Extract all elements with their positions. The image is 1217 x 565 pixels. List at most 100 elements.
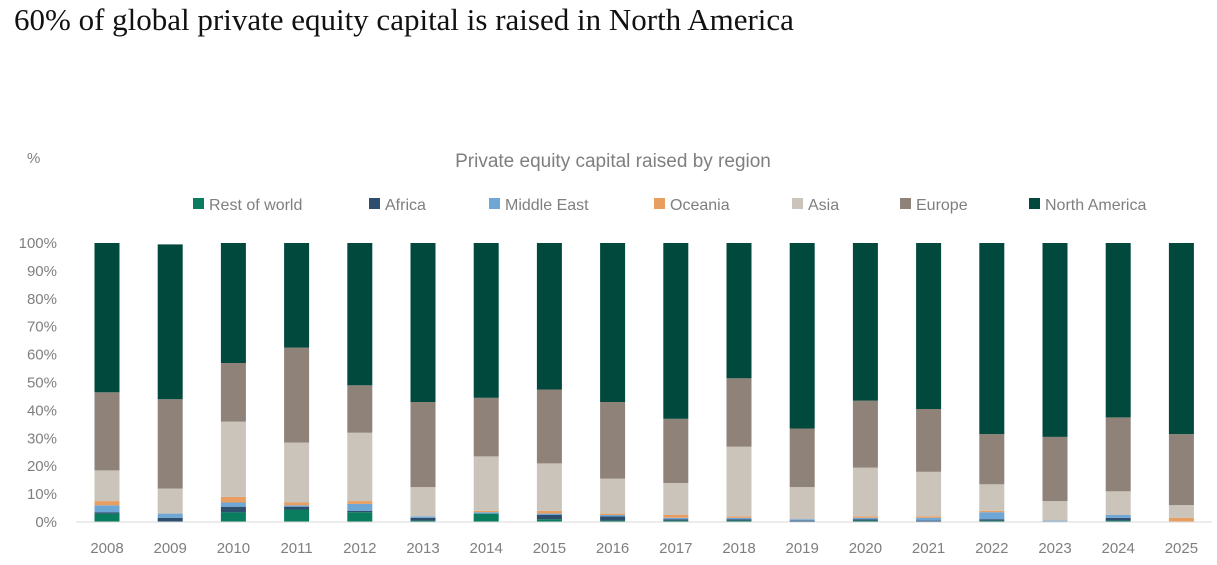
bar-segment-2014-3 [473,510,499,513]
bar-segment-2008-6 [94,243,120,393]
bar-segment-2013-0 [410,520,436,522]
bar-segment-2008-5 [94,392,120,471]
bar-segment-2024-1 [1105,517,1131,521]
bar-segment-2013-1 [410,517,436,521]
legend-swatch-2 [489,198,500,209]
bar-segment-2009-1 [157,517,183,522]
bar-segment-2018-2 [726,517,752,520]
bar-segment-2017-3 [663,515,689,518]
bar-segment-2018-5 [726,378,752,447]
bar-segment-2022-6 [979,243,1005,435]
bar-segment-2020-3 [852,516,878,518]
x-tick-label: 2018 [722,540,755,557]
legend-label-5: Europe [916,197,968,214]
chart-legend: Rest of world Africa Middle East Oceania Asi… [193,197,1146,214]
bar-segment-2012-2 [347,503,373,511]
bar-segment-2012-0 [347,512,373,522]
x-tick-label: 2010 [217,540,250,557]
bar-segment-2014-6 [473,243,499,398]
bar-segment-2016-4 [600,478,626,514]
bar-segment-2020-4 [852,467,878,517]
bar-segment-2012-4 [347,432,373,502]
x-tick-label: 2023 [1038,540,1071,557]
bar-segment-2021-6 [916,243,942,409]
bar-segment-2008-3 [94,501,120,506]
bar-segment-2011-1 [284,506,310,510]
bar-segment-2017-1 [663,519,689,521]
y-axis: 0% 10% 20% 30% 40% 50% 60% 70% 80% 90% 100% [19,235,57,531]
x-tick-label: 2013 [406,540,439,557]
legend-label-1: Africa [385,197,426,214]
bar-segment-2016-5 [600,402,626,479]
legend-swatch-3 [654,198,665,209]
bar-segment-2014-5 [473,397,499,457]
legend-swatch-0 [193,198,204,209]
bar-segment-2015-3 [536,510,562,514]
x-tick-label: 2017 [659,540,692,557]
bar-segment-2012-1 [347,510,373,513]
bar-segment-2017-2 [663,517,689,520]
bar-segment-2008-0 [94,513,120,522]
legend-label-4: Asia [808,197,839,214]
bar-segment-2011-5 [284,347,310,443]
bar-segment-2017-4 [663,482,689,515]
bar-segment-2014-0 [473,513,499,522]
legend-label-6: North America [1045,197,1146,214]
bar-segment-2017-0 [663,520,689,522]
bar-segment-2025-5 [1168,434,1194,506]
bar-segment-2015-0 [536,519,562,522]
bar-segment-2013-2 [410,516,436,518]
bar-segment-2025-4 [1168,505,1194,518]
bar-segment-2016-6 [600,243,626,402]
bar-segment-2016-1 [600,516,626,521]
bar-segment-2011-0 [284,509,310,522]
bar-segment-2008-2 [94,505,120,513]
x-tick-label: 2008 [90,540,123,557]
chart-title: Private equity capital raised by region [455,151,771,172]
bar-segment-2023-2 [1042,520,1068,522]
bar-segment-2013-4 [410,487,436,517]
bar-segment-2016-3 [600,513,626,515]
bar-segment-2019-1 [789,520,815,522]
bar-segment-2024-4 [1105,491,1131,515]
y-tick-label: 100% [19,235,57,252]
bar-segment-2010-5 [220,363,246,422]
bar-segment-2025-6 [1168,243,1194,435]
bar-segment-2009-4 [157,488,183,514]
x-tick-label: 2021 [912,540,945,557]
bar-segment-2011-3 [284,502,310,506]
bar-segment-2022-0 [979,520,1005,522]
bar-segment-2012-6 [347,243,373,386]
bar-segment-2022-4 [979,484,1005,511]
bar-segment-2021-1 [916,520,942,522]
bar-segment-2020-1 [852,519,878,521]
bar-segment-2008-1 [94,512,120,514]
y-tick-label: 70% [27,319,57,336]
bars [94,243,1194,522]
bar-segment-2014-4 [473,456,499,511]
y-tick-label: 10% [27,486,57,503]
bar-segment-2024-0 [1105,520,1131,522]
bar-segment-2018-0 [726,520,752,522]
bar-segment-2018-4 [726,446,752,517]
x-tick-label: 2025 [1165,540,1198,557]
bar-segment-2013-6 [410,243,436,402]
legend-label-0: Rest of world [209,197,302,214]
x-tick-label: 2020 [849,540,882,557]
bar-segment-2012-5 [347,385,373,433]
bar-segment-2010-1 [220,506,246,513]
x-tick-label: 2011 [280,540,312,557]
bar-segment-2010-4 [220,421,246,497]
bar-segment-2009-5 [157,399,183,489]
bar-segment-2022-1 [979,519,1005,521]
y-tick-label: 90% [27,263,57,280]
bar-segment-2009-2 [157,513,183,518]
bar-segment-2010-3 [220,496,246,503]
bar-segment-2012-3 [347,501,373,504]
bar-segment-2022-3 [979,510,1005,513]
legend-label-3: Oceania [670,197,730,214]
bar-segment-2011-4 [284,442,310,503]
bar-segment-2008-4 [94,470,120,502]
legend-swatch-4 [792,198,803,209]
